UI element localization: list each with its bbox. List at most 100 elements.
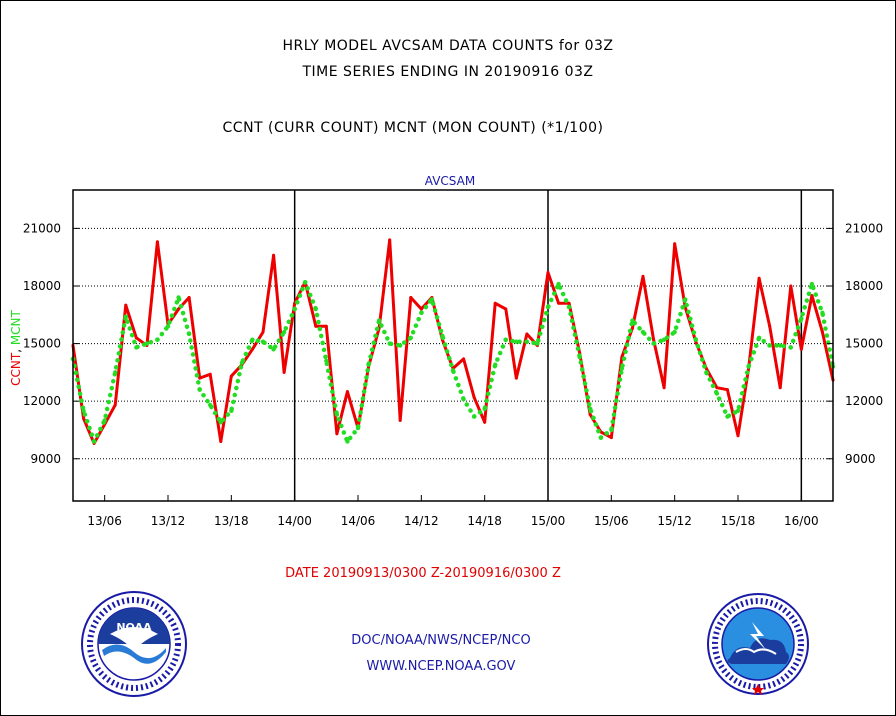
data-point-mcnt: [714, 391, 720, 396]
data-point-ccnt: [483, 420, 487, 424]
data-point-mcnt: [640, 329, 646, 335]
data-point-mcnt: [303, 279, 308, 285]
date-range: DATE 20190913/0300 Z-20190916/0300 Z: [285, 566, 561, 581]
y-tick-label-right: 15000: [845, 337, 883, 351]
data-point-ccnt: [546, 271, 550, 275]
data-point-ccnt: [419, 307, 423, 311]
data-point-ccnt: [409, 296, 413, 300]
data-point-mcnt: [619, 366, 625, 371]
data-point-mcnt: [408, 335, 413, 341]
data-point-mcnt: [229, 408, 234, 413]
data-point-mcnt: [324, 358, 329, 364]
data-point-ccnt: [567, 301, 571, 305]
data-point-ccnt: [134, 336, 138, 340]
data-point-mcnt: [218, 420, 223, 425]
data-point-mcnt: [545, 304, 551, 310]
data-point-ccnt: [778, 386, 782, 390]
y-axis-label-part: ,: [9, 345, 23, 353]
data-point-ccnt: [768, 324, 772, 328]
y-tick-label-right: 9000: [845, 452, 876, 466]
data-point-mcnt: [113, 370, 118, 375]
data-point-ccnt: [208, 372, 212, 376]
data-point-mcnt: [376, 318, 382, 323]
axis-layer: 9000 9000 12000 12000 15000 15000 18000 18000 21…: [23, 221, 883, 528]
data-point-mcnt: [788, 345, 793, 350]
data-point-ccnt: [113, 403, 117, 407]
y-axis-label: CCNT, MCNT: [9, 309, 23, 385]
x-tick-label: 15/12: [657, 514, 692, 528]
plot-title: AVCSAM: [425, 174, 475, 188]
data-point-ccnt: [789, 284, 793, 288]
y-axis-label-part: MCNT: [9, 309, 23, 345]
data-point-ccnt: [177, 307, 181, 311]
data-point-ccnt: [261, 330, 265, 334]
data-point-mcnt: [271, 347, 276, 352]
data-point-mcnt: [725, 414, 730, 419]
data-point-mcnt: [704, 370, 709, 375]
data-point-ccnt: [641, 274, 645, 278]
data-point-ccnt: [609, 436, 613, 440]
data-point-mcnt: [450, 368, 456, 373]
data-point-ccnt: [630, 326, 634, 330]
data-point-ccnt: [493, 301, 497, 305]
data-point-mcnt: [535, 341, 540, 346]
series-line-ccnt: [71, 238, 835, 445]
data-point-mcnt: [155, 337, 160, 342]
data-point-ccnt: [504, 307, 508, 311]
series-line-mcnt: [70, 279, 836, 444]
x-tick-label: 16/00: [784, 514, 819, 528]
data-point-mcnt: [366, 362, 371, 367]
x-tick-label: 14/12: [404, 514, 439, 528]
data-point-mcnt: [672, 329, 677, 335]
y-axis-label-part: CCNT: [9, 352, 23, 386]
data-point-mcnt: [355, 425, 361, 431]
data-point-ccnt: [155, 240, 159, 244]
series-layer: [70, 238, 836, 445]
data-point-mcnt: [334, 412, 340, 417]
y-tick-label-left: 9000: [30, 452, 61, 466]
y-tick-label-right: 18000: [845, 279, 883, 293]
data-point-ccnt: [314, 324, 318, 328]
data-point-mcnt: [767, 343, 772, 348]
org-line: DOC/NOAA/NWS/NCEP/NCO: [351, 633, 531, 648]
data-point-ccnt: [272, 253, 276, 257]
url-line: WWW.NCEP.NOAA.GOV: [366, 659, 516, 674]
chart-title-line2: TIME SERIES ENDING IN 20190916 03Z: [302, 64, 594, 80]
data-point-mcnt: [556, 281, 561, 287]
data-point-mcnt: [239, 360, 245, 365]
data-point-ccnt: [820, 330, 824, 334]
data-point-ccnt: [324, 324, 328, 328]
y-tick-label-right: 12000: [845, 394, 883, 408]
x-tick-label: 15/18: [721, 514, 756, 528]
data-point-mcnt: [429, 297, 435, 302]
data-point-mcnt: [176, 295, 181, 300]
data-point-mcnt: [387, 341, 392, 346]
y-tick-label-right: 21000: [845, 221, 883, 235]
data-point-mcnt: [260, 339, 266, 344]
data-point-mcnt: [778, 343, 783, 348]
data-point-mcnt: [735, 408, 741, 413]
data-point-mcnt: [250, 337, 255, 342]
x-tick-label: 15/06: [594, 514, 629, 528]
data-point-mcnt: [134, 345, 139, 350]
data-point-ccnt: [462, 357, 466, 361]
data-point-ccnt: [725, 388, 729, 392]
data-point-ccnt: [345, 390, 349, 394]
data-point-mcnt: [577, 354, 582, 360]
x-tick-label: 13/18: [214, 514, 249, 528]
y-tick-label-left: 18000: [23, 279, 61, 293]
data-point-mcnt: [566, 304, 572, 310]
y-tick-label-left: 21000: [23, 221, 61, 235]
data-point-mcnt: [820, 310, 825, 316]
data-point-ccnt: [198, 376, 202, 380]
chart-title-line1: HRLY MODEL AVCSAM DATA COUNTS for 03Z: [282, 38, 614, 54]
data-point-mcnt: [281, 329, 287, 335]
data-point-mcnt: [482, 406, 487, 412]
data-point-ccnt: [799, 347, 803, 351]
data-point-mcnt: [398, 343, 403, 348]
data-point-mcnt: [313, 306, 318, 312]
grid-layer: [73, 190, 833, 501]
data-point-mcnt: [345, 439, 350, 444]
data-point-ccnt: [662, 386, 666, 390]
